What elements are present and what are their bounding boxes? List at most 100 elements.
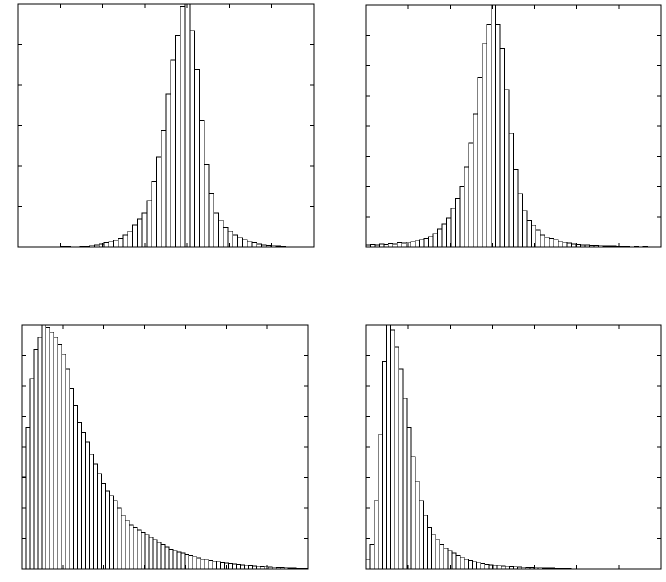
histogram-bar (414, 480, 420, 570)
histogram-bar (455, 555, 461, 570)
histogram-bar (208, 193, 215, 248)
histogram-bar (53, 336, 59, 570)
histogram-bar (544, 236, 550, 248)
histogram-bar (33, 348, 39, 570)
histogram-bar (539, 234, 546, 248)
histogram-bar (127, 230, 133, 248)
histogram-bar (490, 4, 497, 248)
histogram-bar (236, 564, 241, 570)
histogram-bar (132, 224, 138, 248)
histogram-bar (228, 563, 233, 570)
histogram-bar (212, 560, 218, 570)
histogram-bar (437, 228, 443, 248)
histogram-bar (387, 243, 394, 248)
histogram-bar (418, 500, 424, 570)
histogram-bar (450, 207, 456, 248)
histogram-bar (124, 519, 130, 570)
histogram-bar (222, 227, 229, 248)
histogram-bar (459, 556, 465, 570)
histogram-bar (504, 89, 510, 248)
histogram-bar (89, 453, 94, 570)
histogram-bar (144, 534, 150, 570)
histogram-bar (103, 242, 110, 248)
histogram-bar (427, 527, 432, 570)
histogram-bar (160, 544, 166, 570)
histogram-bar (176, 551, 182, 570)
histogram-bar (390, 329, 396, 570)
histogram-bar (472, 561, 478, 570)
histogram-bar (446, 217, 452, 248)
histogram-bar (553, 239, 559, 248)
histogram-bar (439, 544, 445, 570)
histogram-bar (141, 212, 148, 248)
histogram-bar (562, 241, 568, 248)
histogram-bar (37, 336, 43, 570)
histogram-bar (508, 132, 514, 248)
histogram-bar (248, 565, 253, 570)
histogram-bar (57, 344, 63, 570)
histogram-bar (396, 242, 403, 248)
histogram-bar (97, 473, 102, 570)
histogram-bar (29, 378, 35, 570)
histogram-bar (192, 556, 198, 570)
histogram-bar (45, 327, 51, 570)
histogram-bar (232, 234, 239, 248)
histogram-bar (172, 550, 178, 570)
histogram-panel-top-right (365, 4, 662, 248)
histogram-bar (454, 198, 461, 248)
histogram-bar (431, 534, 437, 570)
histogram-bar (49, 331, 55, 570)
histogram-bar (365, 558, 371, 570)
histogram-bar (213, 212, 219, 248)
histogram-bar (373, 500, 379, 570)
histogram-bar (423, 238, 429, 248)
histogram-bar (481, 43, 488, 248)
histogram-bar (112, 500, 118, 570)
histogram-bar (526, 219, 532, 248)
histogram-bar (401, 242, 407, 248)
histogram-bar (156, 541, 162, 570)
histogram-bar (240, 564, 245, 570)
histogram-bar (101, 483, 106, 570)
histogram-bar (495, 23, 501, 248)
histogram-bar (81, 431, 86, 570)
histogram-bar (69, 388, 75, 570)
histogram-bar (208, 560, 214, 570)
histogram-bar (530, 224, 537, 248)
histogram-bar (435, 539, 441, 570)
histogram-bar (216, 561, 222, 570)
histogram-bar (218, 219, 224, 248)
histogram-panel-bottom-left (21, 324, 309, 570)
histogram-bar (468, 560, 473, 570)
histogram-bar (120, 514, 126, 570)
histogram-bar (227, 230, 234, 248)
histogram-bar (188, 555, 194, 570)
histogram-bar (117, 238, 124, 248)
histogram-bar (428, 236, 434, 248)
histogram-bar (200, 558, 206, 570)
histogram-bar (369, 544, 375, 570)
histogram-bar (65, 368, 71, 570)
histogram-bar (175, 35, 181, 248)
histogram-bar (136, 218, 143, 248)
histogram-bar (468, 142, 474, 248)
histogram-bar (165, 93, 172, 248)
histogram-bar (463, 166, 470, 248)
histogram-bar (414, 240, 421, 248)
histogram-bar (432, 233, 438, 248)
histogram-bar (93, 463, 98, 570)
histogram-bar (128, 524, 134, 570)
histogram-bar (477, 77, 483, 248)
histogram-bar (77, 422, 82, 570)
histogram-bar (476, 562, 482, 570)
histogram-bar (441, 223, 447, 248)
histogram-bar (422, 514, 428, 570)
histogram-bar (566, 242, 573, 248)
histogram-bar (557, 241, 564, 248)
histogram-bar (122, 234, 129, 248)
histogram-bar (394, 346, 400, 570)
histogram-bar (156, 156, 162, 248)
histogram-bar (113, 239, 119, 248)
histogram-bar (522, 210, 528, 248)
histogram-bar (146, 200, 153, 248)
